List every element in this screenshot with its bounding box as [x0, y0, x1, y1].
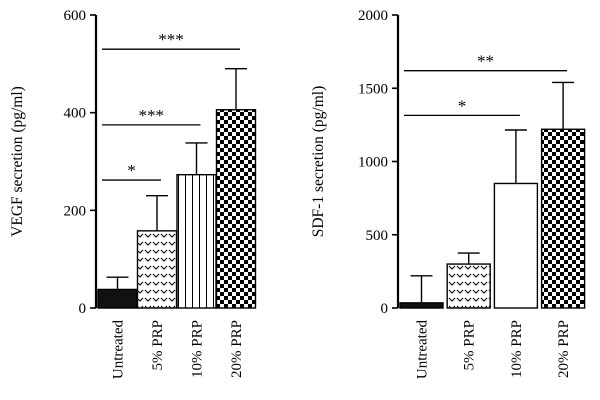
x-tick-label: 20% PRP: [556, 320, 572, 378]
x-tick-label: Untreated: [111, 320, 127, 380]
significance-label: **: [477, 52, 494, 71]
x-tick-label: 5% PRP: [462, 320, 478, 370]
bar: [97, 288, 138, 309]
y-tick-label: 1500: [358, 81, 388, 97]
x-tick-label: 10% PRP: [190, 320, 206, 378]
y-tick-label: 400: [64, 106, 87, 122]
x-tick-label: 10% PRP: [509, 320, 525, 378]
bar: [540, 128, 586, 309]
bar: [215, 109, 257, 309]
significance-label: *: [127, 161, 136, 180]
y-tick-label: 0: [381, 301, 389, 317]
bar: [136, 230, 178, 309]
y-tick-label: 600: [64, 8, 87, 24]
vegf-chart: 0 200 400 600 VEGF secretion (pg/ml) Untreate…: [9, 8, 257, 380]
y-tick-label: 0: [79, 301, 87, 317]
significance-label: ***: [158, 30, 184, 49]
bar: [399, 302, 444, 309]
y-tick-label: 200: [64, 203, 87, 219]
x-tick-label: 5% PRP: [150, 320, 166, 370]
x-tick-label: Untreated: [415, 320, 431, 380]
y-axis-title: SDF-1 secretion (pg/ml): [310, 86, 327, 238]
bar: [176, 173, 217, 309]
y-tick-label: 1000: [358, 155, 388, 171]
x-tick-label: 20% PRP: [229, 320, 245, 378]
y-axis-title: VEGF secretion (pg/ml): [9, 86, 26, 237]
bar: [446, 263, 491, 309]
significance-label: *: [458, 96, 467, 115]
y-tick-label: 500: [366, 228, 389, 244]
bar: [493, 182, 539, 309]
significance-label: ***: [139, 106, 165, 125]
y-tick-label: 2000: [358, 8, 388, 24]
sdf1-chart: 0 500 1000 1500 2000 SDF-1 secretion (pg/ml) U…: [310, 8, 586, 380]
